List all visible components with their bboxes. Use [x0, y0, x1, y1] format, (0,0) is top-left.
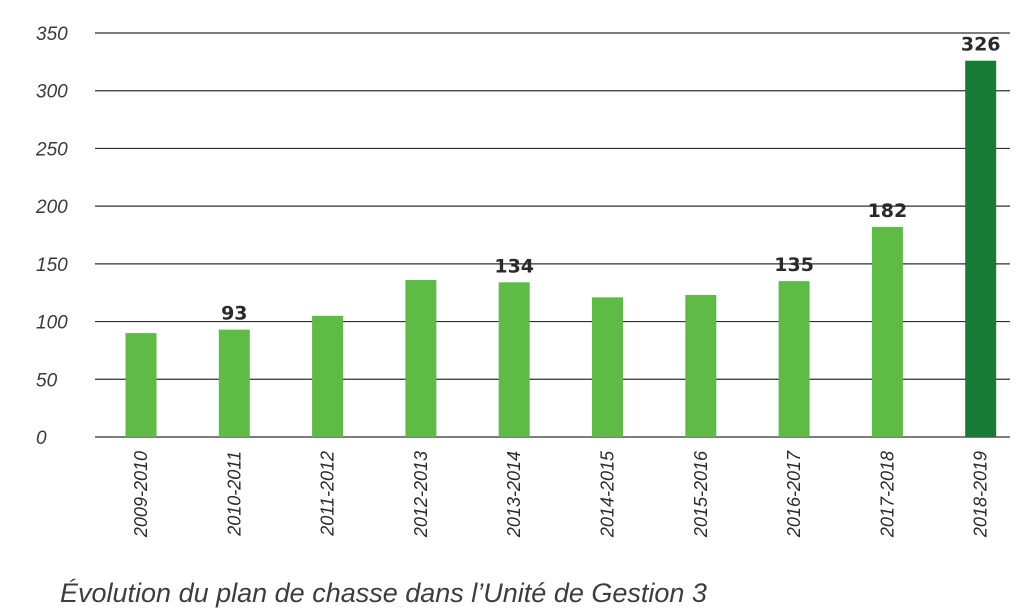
bar-2009-2010	[125, 333, 157, 437]
data-label-2018-2019: 326	[961, 34, 1001, 56]
x-tick-label-2018-2019: 2018-2019	[971, 451, 991, 538]
x-tick-label-2011-2012: 2011-2012	[318, 451, 338, 537]
bar-2015-2016	[685, 295, 717, 437]
bar-2013-2014	[498, 282, 530, 437]
data-label-2016-2017: 135	[774, 254, 814, 276]
data-label-2010-2011: 93	[221, 303, 247, 325]
y-tick-label: 200	[35, 197, 68, 218]
chart-caption: Évolution du plan de chasse dans l’Unité…	[60, 578, 707, 608]
x-tick-label-2016-2017: 2016-2017	[784, 450, 804, 538]
bar-2011-2012	[312, 315, 344, 437]
y-tick-label: 300	[36, 82, 68, 103]
bar-2012-2013	[405, 280, 437, 437]
x-tick-label-2009-2010: 2009-2010	[131, 451, 151, 538]
y-tick-label: 150	[36, 255, 68, 276]
y-tick-label: 350	[36, 24, 68, 45]
x-tick-label-2015-2016: 2015-2016	[691, 450, 711, 538]
y-axis-ticks: 0 50 100 150 200 250 300 350	[35, 24, 68, 449]
y-tick-label: 0	[36, 428, 47, 449]
x-tick-label-2010-2011: 2010-2011	[224, 451, 244, 537]
bar-2010-2011	[218, 329, 250, 437]
y-tick-label: 50	[36, 370, 58, 391]
bar-2016-2017	[778, 281, 810, 437]
x-tick-label-2014-2015: 2014-2015	[598, 450, 618, 538]
x-tick-label-2012-2013: 2012-2013	[411, 451, 431, 538]
x-tick-label-2017-2018: 2017-2018	[877, 451, 897, 538]
x-axis-categories: 2009-2010 2010-2011 2011-2012 2012-2013 2013…	[131, 450, 991, 538]
bar-2014-2015	[592, 297, 623, 437]
y-tick-label: 100	[36, 313, 68, 334]
bar-2017-2018	[871, 226, 903, 437]
data-labels: 93 134 135 182 326	[221, 34, 1000, 325]
data-label-2017-2018: 182	[868, 200, 908, 222]
data-label-2013-2014: 134	[494, 255, 534, 277]
bars	[125, 60, 997, 438]
bar-2018-2019	[965, 60, 997, 438]
y-tick-label: 250	[35, 139, 68, 160]
x-tick-label-2013-2014: 2013-2014	[504, 451, 524, 538]
